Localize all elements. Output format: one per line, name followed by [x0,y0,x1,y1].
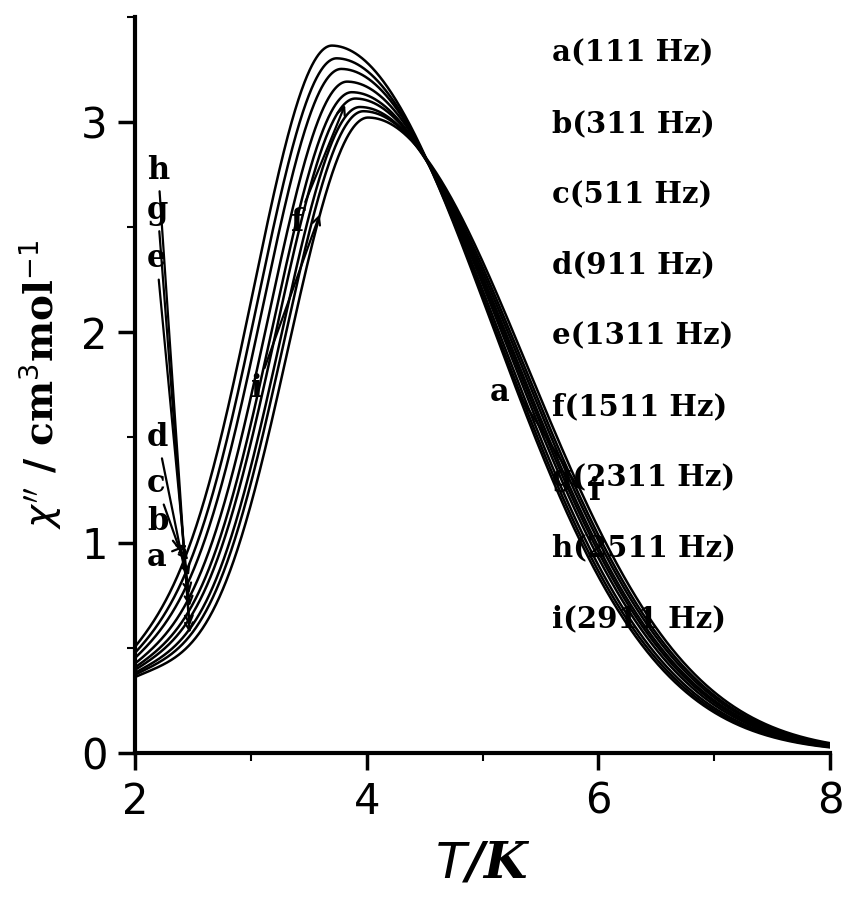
Text: g(2311 Hz): g(2311 Hz) [552,462,735,491]
Text: d(911 Hz): d(911 Hz) [552,251,716,280]
Text: h: h [147,155,193,631]
Text: i: i [251,217,320,405]
Text: f: f [290,107,345,238]
Text: f(1511 Hz): f(1511 Hz) [552,392,728,421]
X-axis label: $\mathit{T}$/K: $\mathit{T}$/K [435,839,531,889]
Text: b: b [147,506,187,558]
Text: a(111 Hz): a(111 Hz) [552,39,714,68]
Text: i: i [589,476,601,507]
Text: c: c [147,468,189,573]
Text: h(2511 Hz): h(2511 Hz) [552,533,736,563]
Text: e(1311 Hz): e(1311 Hz) [552,321,734,350]
Text: e: e [147,243,193,604]
Text: a: a [489,376,509,407]
Text: c(511 Hz): c(511 Hz) [552,180,712,209]
Text: i(2911 Hz): i(2911 Hz) [552,605,726,634]
Y-axis label: $\chi''$ / cm$^3$mol$^{-1}$: $\chi''$ / cm$^3$mol$^{-1}$ [16,240,64,529]
Text: g: g [147,195,193,624]
Text: a: a [147,542,185,573]
Text: b(311 Hz): b(311 Hz) [552,110,715,138]
Text: d: d [147,422,191,591]
